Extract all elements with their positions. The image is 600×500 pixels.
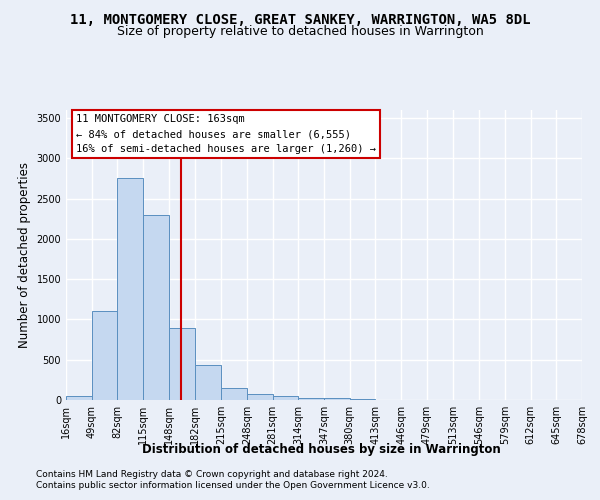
- Bar: [143, 214, 169, 400]
- Text: Contains HM Land Registry data © Crown copyright and database right 2024.: Contains HM Land Registry data © Crown c…: [36, 470, 388, 479]
- Text: 11, MONTGOMERY CLOSE, GREAT SANKEY, WARRINGTON, WA5 8DL: 11, MONTGOMERY CLOSE, GREAT SANKEY, WARR…: [70, 12, 530, 26]
- Bar: [66, 396, 92, 400]
- Bar: [247, 394, 272, 400]
- Bar: [324, 398, 350, 400]
- Bar: [298, 398, 324, 400]
- Bar: [272, 396, 298, 400]
- Text: Distribution of detached houses by size in Warrington: Distribution of detached houses by size …: [142, 442, 500, 456]
- Text: Size of property relative to detached houses in Warrington: Size of property relative to detached ho…: [116, 25, 484, 38]
- Bar: [118, 178, 143, 400]
- Bar: [196, 366, 221, 400]
- Y-axis label: Number of detached properties: Number of detached properties: [18, 162, 31, 348]
- Text: Contains public sector information licensed under the Open Government Licence v3: Contains public sector information licen…: [36, 481, 430, 490]
- Bar: [221, 388, 247, 400]
- Bar: [92, 312, 118, 400]
- Bar: [350, 399, 376, 400]
- Bar: [169, 328, 196, 400]
- Text: 11 MONTGOMERY CLOSE: 163sqm
← 84% of detached houses are smaller (6,555)
16% of : 11 MONTGOMERY CLOSE: 163sqm ← 84% of det…: [76, 114, 376, 154]
